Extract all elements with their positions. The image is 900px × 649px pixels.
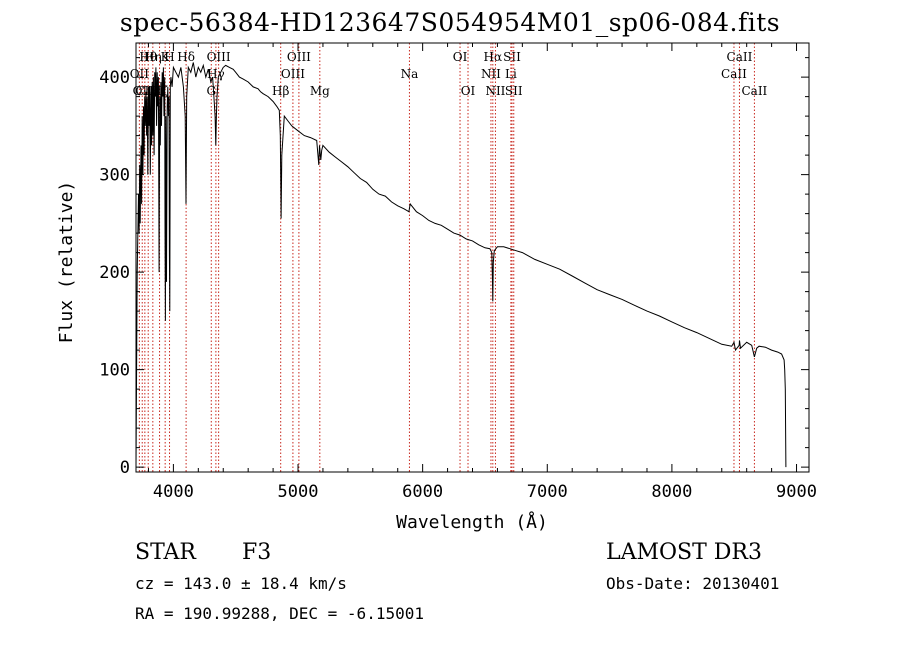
x-tick-label: 5000 [278, 482, 319, 502]
x-tick-label: 7000 [527, 482, 568, 502]
x-tick-label: 6000 [402, 482, 443, 502]
marker-label: SII [503, 50, 521, 64]
y-tick-label: 0 [120, 458, 130, 478]
marker-label: CaII [727, 50, 753, 64]
redshift-cz: cz = 143.0 ± 18.4 km/s [135, 574, 347, 593]
marker-label: Mg [310, 84, 330, 98]
object-subclass: F3 [242, 540, 272, 565]
marker-label: Hβ [272, 84, 289, 98]
marker-label: NII [481, 67, 501, 81]
spectrum-series [135, 62, 787, 468]
marker-label: SII [505, 84, 523, 98]
axis-ticks: 4000 5000 6000 7000 8000 9000 0 100 200 300 400 [99, 43, 817, 502]
marker-label: Na [401, 67, 419, 81]
y-axis-label: Flux (relative) [56, 181, 77, 344]
marker-label: Hδ [177, 50, 195, 64]
marker-label: Hα [484, 50, 503, 64]
marker-label: OI [461, 84, 476, 98]
spectrum-line [135, 62, 787, 468]
x-tick-label: 9000 [776, 482, 817, 502]
marker-label: NII [485, 84, 505, 98]
y-tick-label: 100 [99, 361, 130, 381]
plot-frame [135, 42, 810, 473]
y-tick-label: 300 [99, 166, 130, 186]
marker-label: OIII [281, 67, 305, 81]
marker-label: CaII [721, 67, 747, 81]
survey-name: LAMOST DR3 [606, 540, 762, 565]
marker-label: Hη [144, 50, 162, 64]
marker-label: OI [453, 50, 468, 64]
chart-title: spec-56384-HD123647S054954M01_sp06-084.f… [119, 8, 781, 37]
y-tick-label: 400 [99, 68, 130, 88]
x-tick-label: 4000 [153, 482, 194, 502]
marker-label: OII [130, 67, 150, 81]
marker-label: H [164, 50, 174, 64]
marker-label: OIII [287, 50, 311, 64]
marker-label: Hγ [207, 67, 225, 81]
marker-label: CaII [741, 84, 767, 98]
marker-label: G [206, 84, 216, 98]
object-class: STAR [135, 540, 196, 565]
coordinates: RA = 190.99288, DEC = -6.15001 [135, 604, 424, 623]
x-axis-label: Wavelength (Å) [396, 511, 548, 533]
x-tick-label: 8000 [651, 482, 692, 502]
marker-label: OII [133, 84, 153, 98]
y-tick-label: 200 [99, 263, 130, 283]
marker-label: OIII [207, 50, 231, 64]
obs-date: Obs-Date: 20130401 [606, 574, 780, 593]
marker-label: Li [505, 67, 517, 81]
marker-label: K [161, 50, 171, 64]
